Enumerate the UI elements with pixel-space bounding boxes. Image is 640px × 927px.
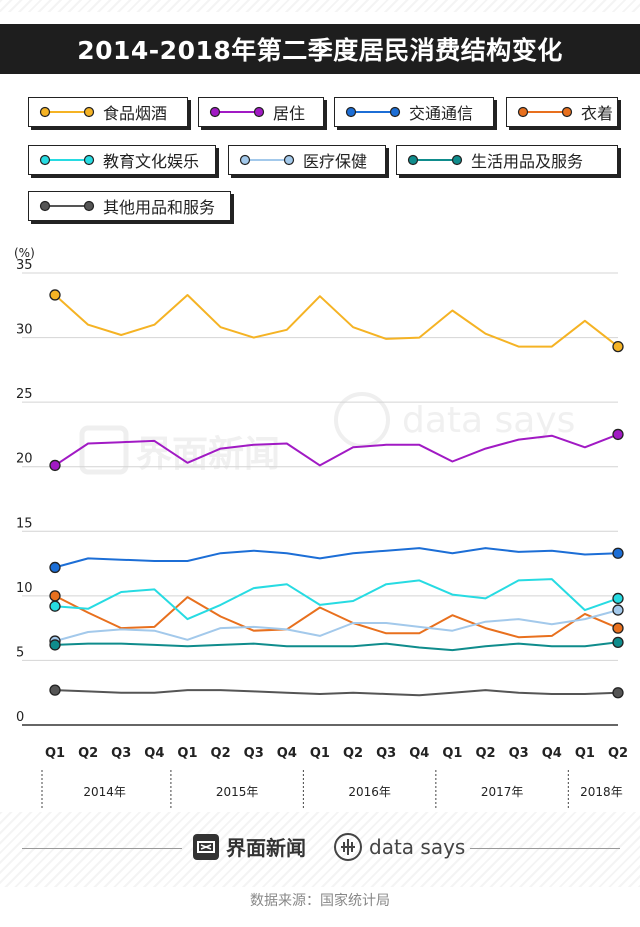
legend-label: 生活用品及服务 <box>471 152 584 171</box>
x-tick-label: Q4 <box>277 746 297 761</box>
x-year-label: 2017年 <box>481 785 524 799</box>
legend-label: 交通通信 <box>409 104 474 123</box>
legend-label: 食品烟酒 <box>103 104 168 123</box>
y-tick-label: 35 <box>16 258 33 273</box>
x-tick-label: Q3 <box>244 746 264 761</box>
data-point <box>49 639 61 651</box>
x-tick-label: Q2 <box>475 746 495 761</box>
data-point <box>612 592 624 605</box>
data-point <box>612 547 624 559</box>
x-tick-label: Q4 <box>542 746 562 761</box>
legend-item: 衣着 <box>506 97 618 127</box>
data-point <box>612 687 624 699</box>
series-line <box>54 578 619 621</box>
x-year-label: 2016年 <box>348 785 391 799</box>
x-tick-label: Q3 <box>111 746 131 761</box>
legend-item: 其他用品和服务 <box>28 191 231 221</box>
legend-item: 食品烟酒 <box>28 97 188 127</box>
legend-label: 居住 <box>273 104 306 123</box>
x-year-label: 2014年 <box>83 785 126 799</box>
legend-item: 教育文化娱乐 <box>28 145 216 175</box>
legend-item: 交通通信 <box>334 97 494 127</box>
y-tick-label: 25 <box>16 387 33 402</box>
data-point <box>49 590 61 602</box>
x-tick-label: Q2 <box>78 746 98 761</box>
data-point <box>49 289 61 301</box>
footer-divider-left <box>22 848 182 849</box>
legend-item: 医疗保健 <box>228 145 386 175</box>
footer-brand-name: 界面新闻 <box>226 836 306 860</box>
x-tick-label: Q3 <box>376 746 396 761</box>
chart-title-bar: 2014-2018年第二季度居民消费结构变化 <box>0 24 640 74</box>
data-point <box>49 561 61 574</box>
legend-line-marker-icon <box>407 154 463 166</box>
data-point <box>612 604 624 616</box>
x-tick-label: Q4 <box>409 746 429 761</box>
x-tick-label: Q4 <box>144 746 164 761</box>
data-point <box>612 622 624 634</box>
y-tick-label: 15 <box>16 516 33 531</box>
x-tick-label: Q2 <box>211 746 231 761</box>
x-tick-label: Q1 <box>442 746 462 761</box>
y-tick-label: 10 <box>16 581 33 596</box>
x-year-label: 2015年 <box>216 785 259 799</box>
legend-line-marker-icon <box>209 106 265 118</box>
legend-label: 教育文化娱乐 <box>103 152 200 171</box>
series-line <box>54 689 619 697</box>
data-point <box>49 600 61 612</box>
x-tick-label: Q2 <box>608 746 628 761</box>
x-tick-label: Q1 <box>575 746 595 761</box>
legend-label: 衣着 <box>581 104 614 123</box>
legend-label: 其他用品和服务 <box>103 198 216 217</box>
y-tick-label: 0 <box>16 710 24 725</box>
legend-line-marker-icon <box>345 106 401 118</box>
footer-divider-right <box>470 848 620 849</box>
series-line <box>54 547 619 569</box>
series-line <box>54 595 619 639</box>
watermark-tagline: data says <box>402 400 575 441</box>
series-line <box>54 609 619 643</box>
y-tick-label: 30 <box>16 323 33 338</box>
x-year-label: 2018年 <box>580 785 623 799</box>
data-point <box>49 684 61 696</box>
series-line <box>54 641 619 652</box>
data-point <box>612 340 624 353</box>
legend-line-marker-icon <box>239 154 295 166</box>
data-point <box>612 636 624 648</box>
y-axis-unit-label: (%) <box>14 246 35 260</box>
series-line <box>54 294 619 348</box>
legend-line-marker-icon <box>39 106 95 118</box>
legend-item: 生活用品及服务 <box>396 145 618 175</box>
data-point <box>49 459 61 472</box>
x-tick-label: Q1 <box>310 746 330 761</box>
watermark-logo-icon <box>79 425 129 475</box>
datasays-logo-icon <box>334 833 362 861</box>
x-tick-label: Q2 <box>343 746 363 761</box>
chart-title: 2014-2018年第二季度居民消费结构变化 <box>77 36 563 65</box>
y-tick-label: 20 <box>16 452 33 467</box>
y-tick-label: 5 <box>16 645 24 660</box>
x-tick-label: Q1 <box>177 746 197 761</box>
footer-stripe-decoration <box>0 812 640 887</box>
legend-item: 居住 <box>198 97 324 127</box>
footer-tagline: data says <box>369 835 466 859</box>
legend-line-marker-icon <box>39 154 95 166</box>
legend-label: 医疗保健 <box>303 152 368 171</box>
top-stripe-decoration <box>0 0 640 12</box>
footer-brand: 界面新闻 <box>192 832 306 861</box>
series-line <box>54 433 619 467</box>
legend-line-marker-icon <box>517 106 573 118</box>
x-tick-label: Q1 <box>45 746 65 761</box>
data-source: 数据来源：国家统计局 <box>250 893 390 909</box>
data-point <box>612 428 624 441</box>
jiemian-logo-icon <box>193 833 219 860</box>
x-tick-label: Q3 <box>509 746 529 761</box>
legend-line-marker-icon <box>39 200 95 212</box>
footer-datasays: data says <box>333 832 465 862</box>
